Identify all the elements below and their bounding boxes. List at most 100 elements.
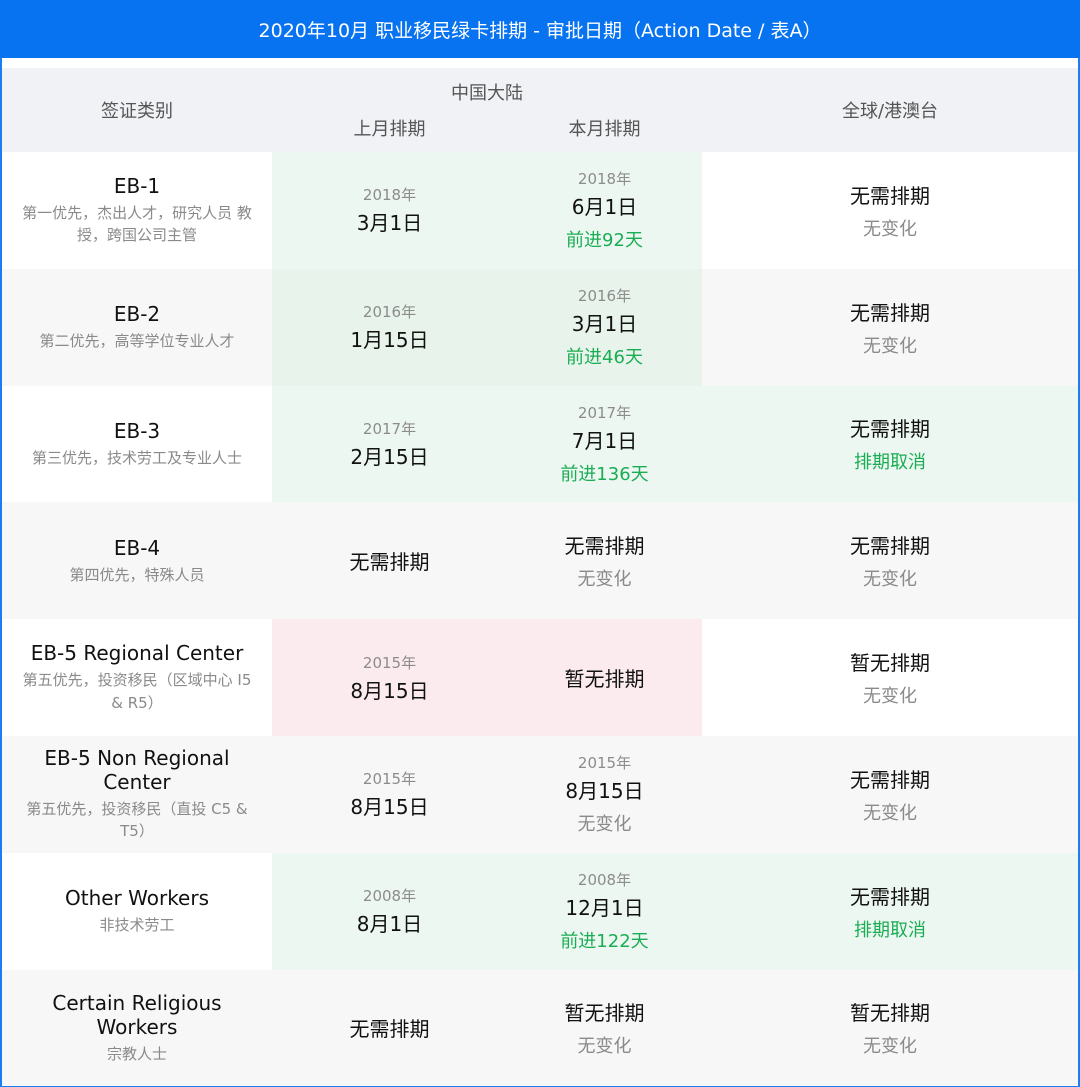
last-month-cell: 2016年 1月15日 [272, 268, 507, 386]
table-row: Other Workers 非技术劳工 2008年 8月1日 2008年 12月1日 前进1… [2, 852, 1078, 970]
table-row: EB-4 第四优先，特殊人员 无需排期 无需排期 无变化 无需排期 无变化 [2, 502, 1078, 620]
status-note: 排期取消 [854, 919, 926, 941]
global-cell: 无需排期 排期取消 [702, 385, 1078, 503]
category-cell: EB-4 第四优先，特殊人员 [2, 502, 272, 620]
category-cell: EB-5 Non Regional Center 第五优先，投资移民（直投 C5 … [2, 735, 272, 853]
this-month-cell: 2018年 6月1日前进92天 [507, 152, 702, 269]
table-row: EB-3 第三优先，技术劳工及专业人士 2017年 2月15日 2017年 7月1日 前进1… [2, 385, 1078, 503]
global-cell: 无需排期 无变化 [702, 268, 1078, 386]
this-month-cell: 暂无排期 无变化 [507, 969, 702, 1087]
date-value: 1月15日 [350, 328, 429, 353]
category-description: 第五优先，投资移民（区域中心 I5 & R5） [22, 671, 252, 712]
table-row: EB-2 第二优先，高等学位专业人才 2016年 1月15日 2016年 3月1日前进46… [2, 268, 1078, 386]
global-cell: 无需排期 无变化 [702, 735, 1078, 853]
last-month-cell: 无需排期 [272, 502, 507, 620]
table-row: EB-5 Non Regional Center 第五优先，投资移民（直投 C5 … [2, 735, 1078, 853]
date-value: 8月1日 [356, 912, 423, 937]
status-note: 无变化 [863, 218, 917, 240]
table-title: 2020年10月 职业移民绿卡排期 - 审批日期（Action Date / 表… [0, 0, 1080, 58]
this-month-cell: 2008年 12月1日 前进122天 [507, 852, 702, 970]
category-description: 第一优先，杰出人才，研究人员 教授，跨国公司主管 [22, 203, 252, 245]
category-name: Other Workers [64, 885, 210, 910]
last-month-cell: 2015年 8月15日 [272, 619, 507, 736]
category-description: 第三优先，技术劳工及专业人士 [31, 448, 242, 467]
date-value: 2月15日 [350, 444, 429, 469]
category-name: Certain Religious Workers [52, 990, 222, 1039]
category-description: 第五优先，投资移民（直投 C5 & T5） [26, 799, 248, 841]
date-year: 2018年 [577, 170, 632, 189]
header-this-month: 本月排期 [568, 119, 641, 140]
date-value: 无需排期 [564, 534, 645, 559]
last-month-cell: 2008年 8月1日 [272, 852, 507, 970]
date-year: 2016年 [362, 303, 417, 322]
date-value: 无需排期 [850, 417, 930, 442]
date-value: 7月1日 [571, 428, 638, 453]
date-year: 2015年 [362, 770, 417, 789]
header-mainland-group: 中国大陆 上月排期 本月排期 [272, 68, 702, 152]
date-year: 2018年 [362, 186, 417, 205]
status-note: 无变化 [577, 569, 632, 591]
category-description: 第四优先，特殊人员 [69, 565, 205, 584]
status-note: 前进122天 [560, 931, 649, 953]
date-value: 无需排期 [349, 550, 430, 575]
status-note: 无变化 [863, 335, 917, 357]
this-month-cell: 2017年 7月1日 前进136天 [507, 385, 702, 503]
table-row: EB-5 Regional Center 第五优先，投资移民（区域中心 I5 & … [2, 619, 1078, 736]
global-cell: 无需排期 排期取消 [702, 852, 1078, 970]
date-value: 无需排期 [850, 534, 930, 559]
date-value: 无需排期 [850, 884, 930, 909]
global-cell: 暂无排期 无变化 [702, 619, 1078, 736]
this-month-cell: 暂无排期 [507, 619, 702, 736]
date-value: 暂无排期 [850, 651, 930, 676]
date-year: 2016年 [577, 287, 632, 306]
last-month-cell: 无需排期 [272, 969, 507, 1087]
date-year: 2015年 [577, 754, 632, 773]
date-value: 暂无排期 [850, 1001, 930, 1026]
category-cell: EB-1 第一优先，杰出人才，研究人员 教授，跨国公司主管 [2, 152, 272, 269]
status-note: 排期取消 [854, 452, 926, 474]
last-month-cell: 2018年 3月1日 [272, 152, 507, 269]
status-note: 前进92天 [566, 230, 643, 252]
category-name: EB-4 [113, 535, 161, 560]
category-description: 非技术劳工 [99, 915, 175, 934]
date-value: 3月1日 [356, 211, 423, 236]
this-month-cell: 2015年 8月15日无变化 [507, 735, 702, 853]
status-note: 无变化 [863, 569, 917, 591]
status-note: 前进46天 [566, 347, 643, 369]
date-year: 2015年 [362, 653, 417, 672]
date-year: 2008年 [577, 871, 632, 890]
category-name: EB-1 [113, 173, 161, 198]
header-mainland: 中国大陆 [451, 83, 523, 104]
date-value: 6月1日 [571, 195, 638, 220]
category-name: EB-3 [113, 418, 161, 443]
category-name: EB-2 [113, 301, 161, 326]
status-note: 无变化 [863, 802, 917, 824]
table-header: 签证类别 中国大陆 上月排期 本月排期 全球/港澳台 [2, 68, 1078, 152]
header-category: 签证类别 [101, 101, 173, 122]
category-name: EB-5 Regional Center [30, 641, 244, 666]
global-cell: 暂无排期 无变化 [702, 969, 1078, 1087]
category-cell: Other Workers 非技术劳工 [2, 852, 272, 970]
last-month-cell: 2017年 2月15日 [272, 385, 507, 503]
category-cell: EB-2 第二优先，高等学位专业人才 [2, 268, 272, 386]
date-value: 8月15日 [350, 795, 429, 820]
status-note: 无变化 [577, 814, 632, 836]
status-note: 无变化 [577, 1036, 632, 1058]
date-value: 8月15日 [350, 678, 429, 703]
date-year: 2017年 [577, 403, 632, 422]
table-row: EB-1 第一优先，杰出人才，研究人员 教授，跨国公司主管 2018年 3月1日 201… [2, 152, 1078, 269]
table-body: EB-1 第一优先，杰出人才，研究人员 教授，跨国公司主管 2018年 3月1日 201… [2, 152, 1078, 1087]
status-note: 无变化 [863, 686, 917, 708]
date-value: 无需排期 [349, 1017, 430, 1042]
date-value: 8月15日 [565, 779, 644, 804]
date-value: 3月1日 [571, 312, 638, 337]
category-name: EB-5 Non Regional Center [44, 745, 230, 794]
this-month-cell: 无需排期 无变化 [507, 502, 702, 620]
category-cell: EB-3 第三优先，技术劳工及专业人士 [2, 385, 272, 503]
category-cell: Certain Religious Workers 宗教人士 [2, 969, 272, 1087]
last-month-cell: 2015年 8月15日 [272, 735, 507, 853]
date-value: 暂无排期 [564, 667, 645, 692]
date-value: 无需排期 [850, 183, 930, 208]
date-value: 无需排期 [850, 300, 930, 325]
